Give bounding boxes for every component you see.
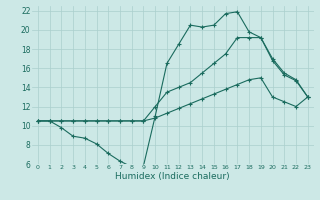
X-axis label: Humidex (Indice chaleur): Humidex (Indice chaleur) xyxy=(116,172,230,181)
